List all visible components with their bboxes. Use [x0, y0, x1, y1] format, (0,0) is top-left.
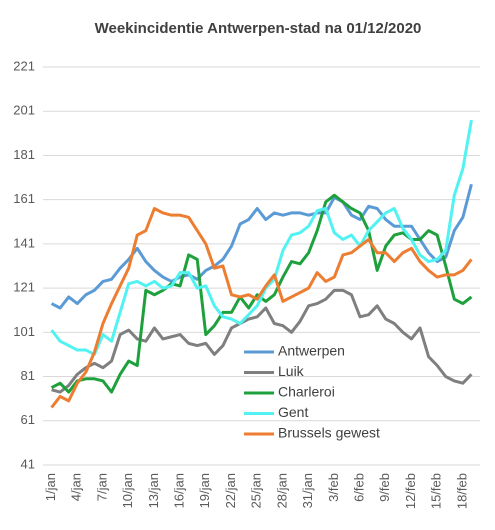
series-line [51, 288, 473, 394]
x-tick-label: 22/jan [223, 473, 238, 508]
x-tick-label: 15/feb [429, 473, 444, 509]
legend-label: Gent [278, 404, 308, 420]
y-tick-label: 181 [13, 147, 35, 162]
x-tick-label: 25/jan [249, 473, 264, 508]
y-tick-label: 101 [13, 324, 35, 339]
y-tick-label: 61 [21, 412, 35, 427]
series-line [50, 207, 473, 409]
x-tick-label: 4/jan [69, 473, 84, 501]
y-tick-label: 41 [21, 456, 35, 471]
y-tick-label: 161 [13, 191, 35, 206]
y-tick-label: 141 [13, 235, 35, 250]
x-tick-label: 18/feb [454, 473, 469, 509]
legend-label: Antwerpen [278, 343, 345, 359]
x-tick-label: 3/feb [326, 473, 341, 502]
x-tick-label: 28/jan [274, 473, 289, 508]
x-tick-label: 19/jan [197, 473, 212, 508]
legend-label: Brussels gewest [278, 425, 380, 441]
x-tick-label: 13/jan [146, 473, 161, 508]
y-tick-label: 121 [13, 280, 35, 295]
chart-title: Weekincidentie Antwerpen-stad na 01/12/2… [95, 20, 422, 37]
legend-label: Luik [278, 363, 305, 379]
y-tick-label: 201 [13, 103, 35, 118]
y-tick-label: 221 [13, 58, 35, 73]
x-tick-label: 6/feb [351, 473, 366, 502]
x-tick-label: 10/jan [120, 473, 135, 508]
x-tick-label: 1/jan [43, 473, 58, 501]
series-line [50, 119, 473, 356]
x-tick-label: 31/jan [300, 473, 315, 508]
x-tick-label: 16/jan [172, 473, 187, 508]
x-tick-label: 9/feb [377, 473, 392, 502]
x-tick-label: 7/jan [94, 473, 109, 501]
legend-label: Charleroi [278, 384, 335, 400]
x-tick-label: 12/feb [403, 473, 418, 509]
y-tick-label: 81 [21, 368, 35, 383]
